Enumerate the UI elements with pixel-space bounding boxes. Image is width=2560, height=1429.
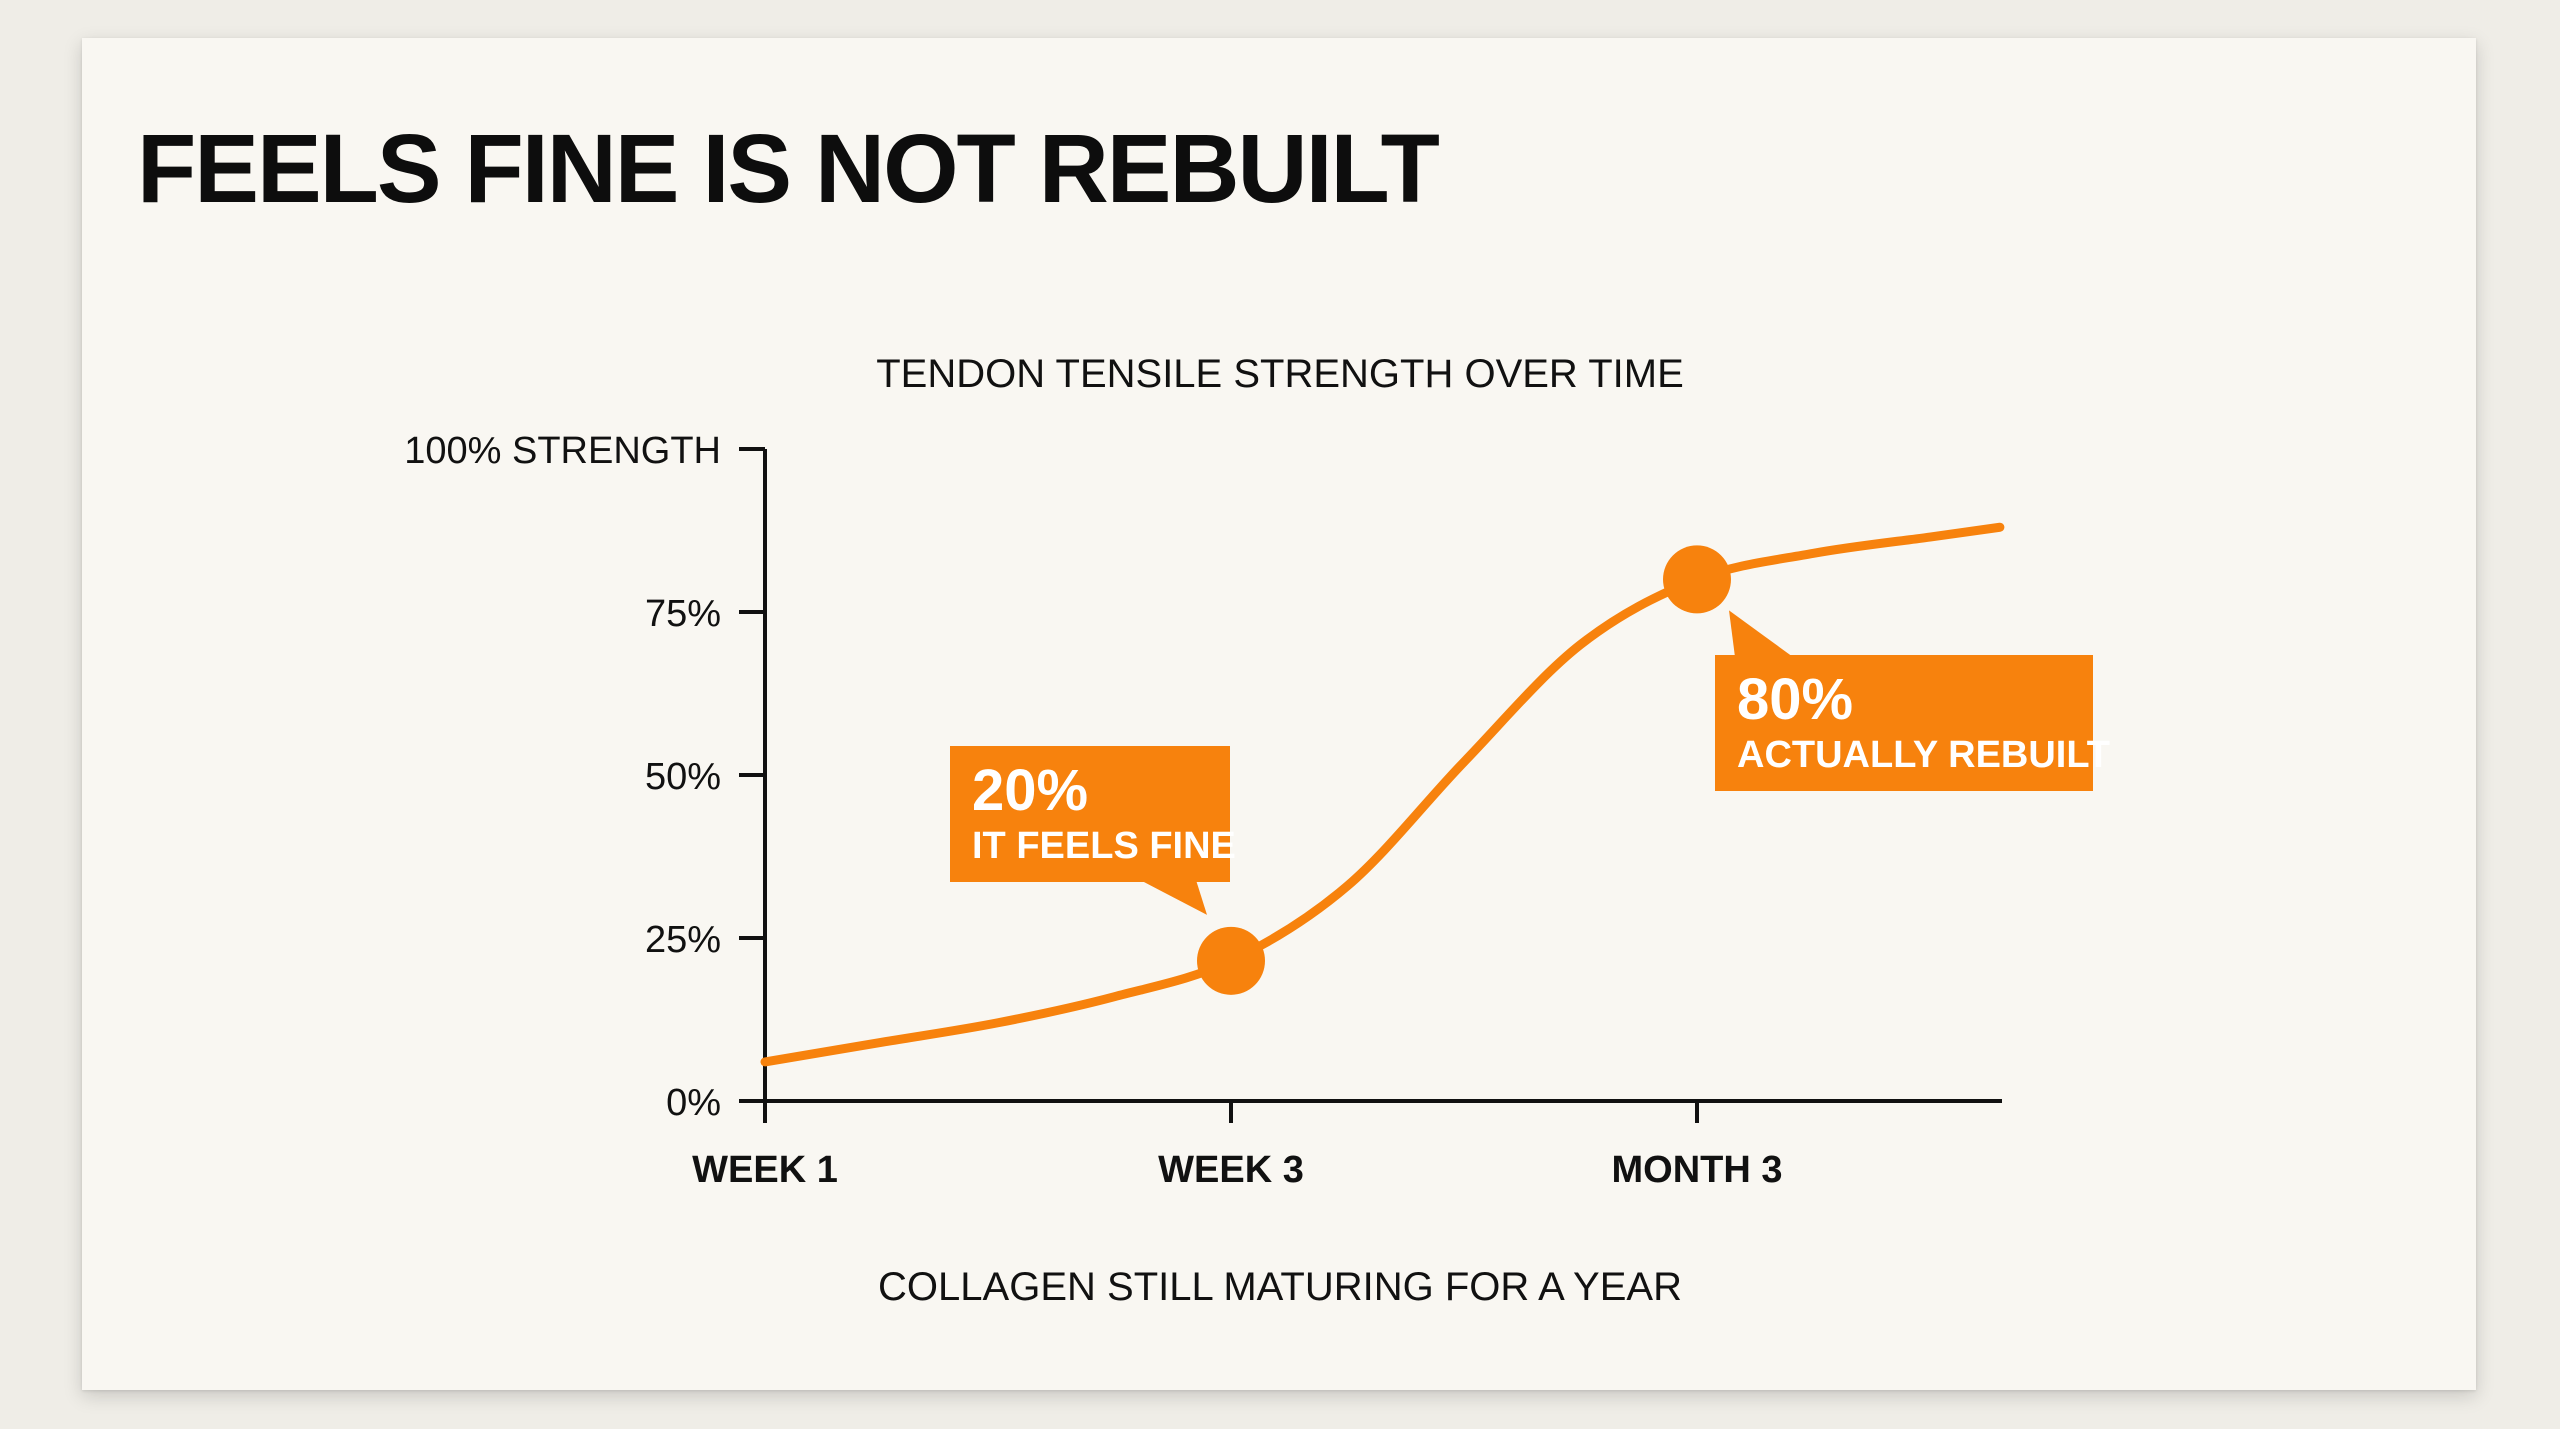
strength-line (760, 522, 2005, 1067)
callout-pointer (1140, 880, 1207, 915)
callout-text: IT FEELS FINE (972, 825, 1236, 867)
chart-title: TENDON TENSILE STRENGTH OVER TIME (876, 352, 1684, 396)
highlight-point (1663, 545, 1731, 614)
y-tick-label: 75% (645, 593, 721, 635)
y-tick-label: 50% (645, 756, 721, 798)
callout-value: 20% (972, 758, 1088, 823)
chart-caption: COLLAGEN STILL MATURING FOR A YEAR (878, 1265, 1682, 1309)
callout-value: 80% (1737, 667, 1853, 732)
callout-box (1715, 655, 2093, 791)
y-tick-label: 0% (666, 1082, 721, 1124)
slide-title: FEELS FINE IS NOT REBUILT (137, 114, 1440, 223)
x-tick-label: WEEK 1 (692, 1149, 838, 1191)
callout-pointer (1729, 610, 1793, 657)
callout-box (950, 746, 1230, 882)
y-tick-label: 25% (645, 919, 721, 961)
x-tick-label: WEEK 3 (1158, 1149, 1304, 1191)
callout-text: ACTUALLY REBUILT (1737, 734, 2110, 776)
y-tick-label: 100% STRENGTH (404, 430, 721, 472)
highlight-point (1197, 926, 1265, 995)
x-tick-label: MONTH 3 (1612, 1149, 1783, 1191)
